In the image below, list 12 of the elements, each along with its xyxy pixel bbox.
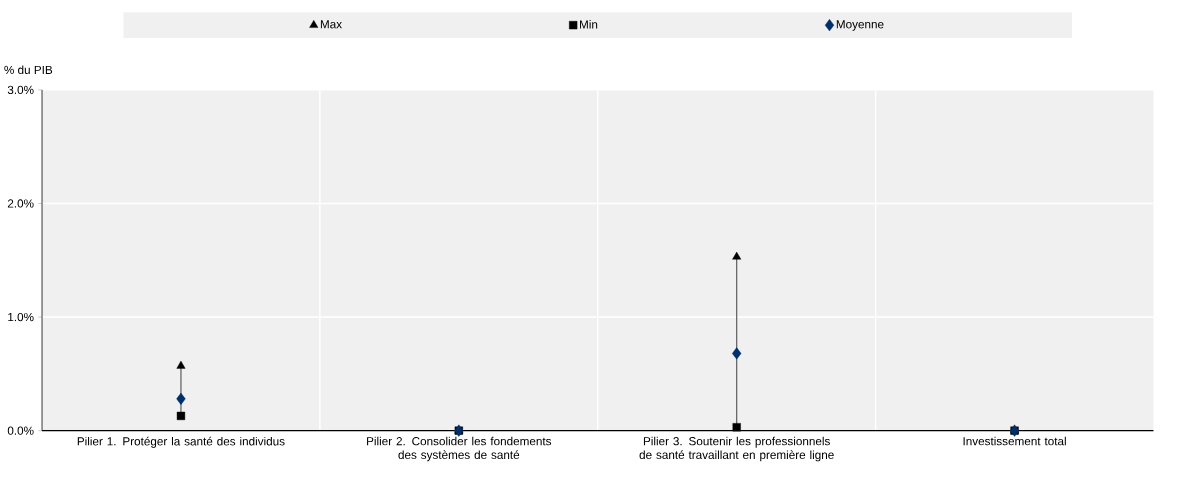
legend-label: Moyenne — [836, 20, 884, 31]
x-tick-label: Pilier 1. Protéger la santé des individus — [77, 436, 285, 448]
x-tick-label: Pilier 3. Soutenir les professionnels de santé travaillant en première ligne — [639, 436, 834, 462]
y-tick-label: 1.0% — [8, 313, 34, 322]
y-tick-label: 2.0% — [7, 199, 34, 208]
x-tick-label: Pilier 2. Consolider les fondements des systèmes de santé — [367, 436, 552, 462]
y-tick-label: 0.0% — [7, 426, 34, 435]
x-tick-label: Investissement total — [963, 436, 1066, 446]
legend-label: Max — [320, 20, 342, 29]
y-axis-title: % du PIB — [4, 65, 53, 75]
legend-label: Min — [580, 20, 598, 29]
y-tick-label: 3.0% — [7, 85, 34, 95]
